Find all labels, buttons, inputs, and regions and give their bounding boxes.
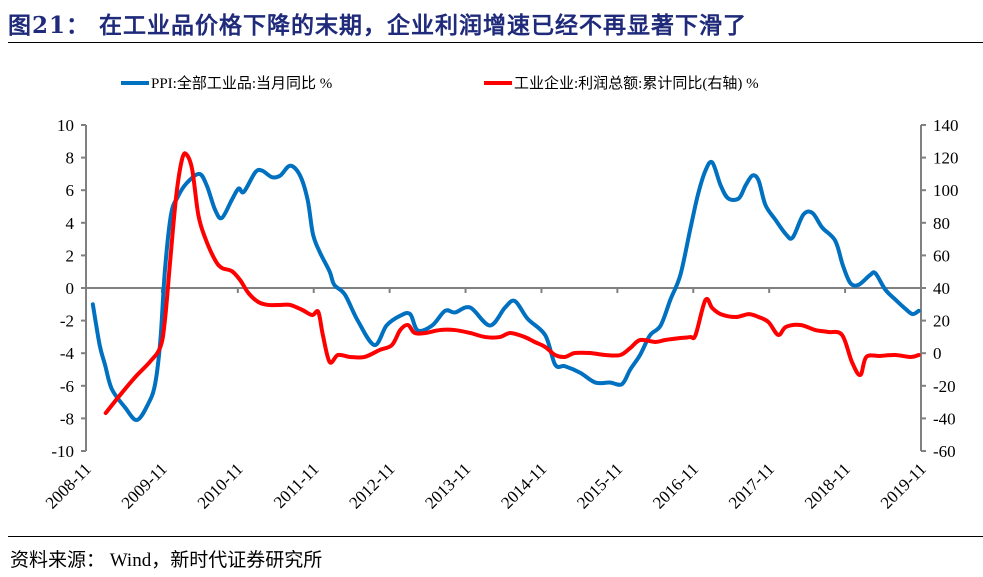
right-tick-label: -40: [933, 409, 956, 428]
right-tick-label: 80: [933, 214, 950, 233]
legend-label-profit: 工业企业:利润总额:累计同比(右轴) %: [514, 76, 759, 92]
left-tick-label: -8: [60, 409, 74, 428]
left-tick-label: 4: [66, 214, 75, 233]
x-tick-label: 2013-11: [421, 459, 474, 512]
legend-swatch-ppi: [121, 80, 149, 85]
right-tick-label: 20: [933, 312, 950, 331]
right-tick-label: 0: [933, 344, 942, 363]
legend-item-ppi: PPI:全部工业品:当月同比 %: [121, 72, 332, 93]
right-tick-label: -60: [933, 442, 956, 461]
x-tick-label: 2010-11: [194, 459, 247, 512]
left-tick-label: 8: [66, 149, 75, 168]
x-tick-label: 2009-11: [118, 459, 171, 512]
right-tick-label: -20: [933, 377, 956, 396]
left-tick-label: -10: [51, 442, 74, 461]
left-tick-label: 2: [66, 246, 75, 265]
right-tick-label: 100: [933, 181, 959, 200]
left-tick-label: -4: [60, 344, 75, 363]
left-tick-label: 0: [66, 279, 75, 298]
right-tick-label: 120: [933, 149, 959, 168]
ppi-series-line: [90, 159, 921, 423]
x-tick-label: 2014-11: [497, 459, 550, 512]
x-tick-label: 2011-11: [270, 459, 323, 512]
profit-series-line: [103, 151, 921, 416]
x-tick-label: 2019-11: [877, 459, 930, 512]
left-tick-label: -6: [60, 377, 74, 396]
x-tick-label: 2018-11: [801, 459, 854, 512]
chart-legend: PPI:全部工业品:当月同比 % 工业企业:利润总额:累计同比(右轴) %: [0, 72, 983, 96]
left-tick-label: 6: [66, 181, 75, 200]
legend-item-profit: 工业企业:利润总额:累计同比(右轴) %: [484, 72, 759, 93]
legend-label-ppi: PPI:全部工业品:当月同比 %: [151, 76, 333, 92]
chart-title: 图21： 在工业品价格下降的末期，企业利润增速已经不再显著下滑了: [8, 12, 748, 39]
x-tick-label: 2017-11: [725, 459, 778, 512]
footer-divider: [8, 536, 983, 537]
x-tick-label: 2008-11: [42, 459, 95, 512]
left-tick-label: 10: [57, 116, 74, 135]
x-tick-label: 2012-11: [345, 459, 398, 512]
right-tick-label: 40: [933, 279, 950, 298]
left-tick-label: -2: [60, 312, 74, 331]
title-divider: [8, 42, 983, 43]
x-tick-label: 2015-11: [573, 459, 626, 512]
right-tick-label: 140: [933, 116, 959, 135]
legend-swatch-profit: [484, 80, 512, 85]
right-tick-label: 60: [933, 246, 950, 265]
source-note: 资料来源： Wind，新时代证券研究所: [10, 550, 323, 571]
x-tick-label: 2016-11: [649, 459, 702, 512]
